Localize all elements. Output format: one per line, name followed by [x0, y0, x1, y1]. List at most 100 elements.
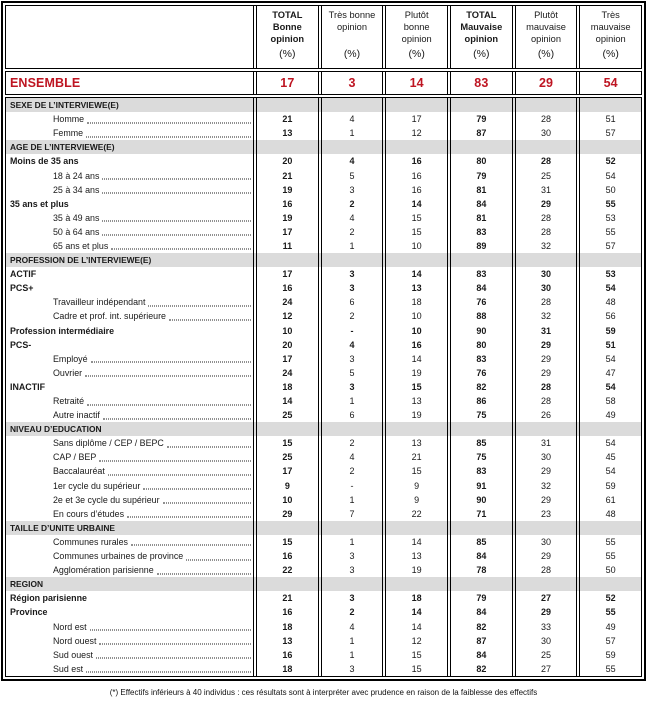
value-cell: 13 [385, 436, 448, 451]
ensemble-value-cell: 3 [320, 72, 384, 94]
data-row: Retraité 14 1 13 86 28 58 [5, 393, 642, 409]
value-cell: 17 [256, 267, 319, 282]
value-cell: 55 [579, 196, 642, 211]
value-cell: 29 [514, 196, 578, 211]
value-cell: 19 [385, 408, 448, 423]
row-label-cell: Travailleur indépendant [5, 295, 254, 310]
value-cell: 14 [385, 196, 448, 211]
value-cell: 29 [514, 605, 578, 620]
value-cell: 55 [579, 224, 642, 239]
value-cell: 18 [256, 661, 319, 676]
value-cell: 6 [320, 295, 384, 310]
value-cell: 18 [256, 379, 319, 394]
value-cell: 15 [385, 464, 448, 479]
value-cell: 4 [320, 112, 384, 127]
value-cell: 76 [450, 295, 513, 310]
row-label-cell: 2e et 3e cycle du supérieur [5, 492, 254, 507]
row-label: Retraité [53, 396, 85, 407]
value-cell: 3 [320, 351, 384, 366]
value-cell: 54 [579, 168, 642, 183]
dotted-leader [156, 573, 251, 575]
row-label: Agglomération parisienne [53, 565, 154, 576]
column-header-cell: TOTAL Bonne opinion (%) [256, 6, 319, 68]
value-cell: 91 [450, 478, 513, 493]
value-cell: 28 [514, 393, 578, 409]
value-cell: 19 [256, 182, 319, 197]
value-cell [579, 422, 642, 437]
row-label: Sans diplôme / CEP / BEPC [53, 438, 164, 449]
data-row: Travailleur indépendant 24 6 18 76 28 48 [5, 295, 642, 310]
row-label: PCS+ [10, 283, 34, 294]
value-cell: 17 [385, 112, 448, 127]
value-cell: 31 [514, 182, 578, 197]
data-row: ACTIF 17 3 14 83 30 53 [5, 267, 642, 282]
value-cell: 30 [514, 633, 578, 648]
value-cell: 12 [385, 126, 448, 141]
value-cell: 87 [450, 126, 513, 141]
table-body-band: SEXE DE L’INTERVIEWE(E) Homme 21 4 17 79 28 51 F… [5, 97, 642, 677]
value-cell: 14 [256, 393, 319, 409]
data-row: Sud ouest 16 1 15 84 25 59 [5, 647, 642, 662]
ensemble-value: 54 [603, 76, 618, 90]
value-cell: 21 [256, 112, 319, 127]
row-label-cell: 18 à 24 ans [5, 168, 254, 183]
ensemble-label-cell: ENSEMBLE [5, 72, 254, 94]
value-cell [256, 520, 319, 535]
row-label-cell: Nord est [5, 619, 254, 634]
value-cell: 2 [320, 464, 384, 479]
value-cell [385, 520, 448, 535]
value-cell: 84 [450, 605, 513, 620]
column-title: Plutôt bonne opinion [401, 10, 432, 45]
value-cell: 84 [450, 647, 513, 662]
value-cell: 3 [320, 379, 384, 394]
value-cell: 50 [579, 182, 642, 197]
data-row: Femme 13 1 12 87 30 57 [5, 126, 642, 141]
column-header-cell: Très bonne opinion (%) [320, 6, 384, 68]
column-header-cell: TOTAL Mauvaise opinion (%) [450, 6, 513, 68]
row-label-cell: Homme [5, 112, 254, 127]
value-cell [514, 577, 578, 592]
ensemble-value: 17 [280, 76, 295, 90]
value-cell: 52 [579, 591, 642, 606]
section-row: AGE DE L’INTERVIEWE(E) [5, 140, 642, 155]
data-row: 35 à 49 ans 19 4 15 81 28 53 [5, 210, 642, 225]
row-label-cell: Région parisienne [5, 591, 254, 606]
value-cell: 6 [320, 408, 384, 423]
row-label-cell: Agglomération parisienne [5, 563, 254, 578]
value-cell: 83 [450, 464, 513, 479]
value-cell [579, 577, 642, 592]
value-cell: 55 [579, 534, 642, 549]
ensemble-row: ENSEMBLE 17 3 14 83 29 54 [5, 72, 642, 94]
value-cell: 2 [320, 436, 384, 451]
row-label: NIVEAU D’EDUCATION [10, 424, 102, 435]
value-cell: 29 [514, 337, 578, 352]
row-label: Travailleur indépendant [53, 297, 146, 308]
column-title: Très mauvaise opinion [590, 10, 631, 45]
row-label: Moins de 35 ans [10, 156, 79, 167]
row-label: Communes rurales [53, 536, 128, 547]
value-cell: 16 [256, 281, 319, 296]
row-label-cell: REGION [5, 577, 254, 592]
value-cell: 15 [385, 224, 448, 239]
value-cell: 21 [256, 591, 319, 606]
data-row: 25 à 34 ans 19 3 16 81 31 50 [5, 182, 642, 197]
row-label-cell: PCS+ [5, 281, 254, 296]
value-cell: 10 [385, 323, 448, 338]
value-cell [385, 98, 448, 113]
data-row: Autre inactif 25 6 19 75 26 49 [5, 408, 642, 423]
header-label-cell [5, 6, 254, 68]
value-cell: 2 [320, 196, 384, 211]
ensemble-band: ENSEMBLE 17 3 14 83 29 54 [5, 71, 642, 95]
value-cell: 17 [256, 224, 319, 239]
column-title: Plutôt mauvaise opinion [526, 10, 566, 45]
value-cell: 54 [579, 379, 642, 394]
column-unit: (%) [408, 48, 425, 60]
value-cell: 15 [385, 647, 448, 662]
value-cell: 21 [256, 168, 319, 183]
value-cell: 17 [256, 464, 319, 479]
ensemble-value-cell: 17 [256, 72, 319, 94]
row-label: Employé [53, 353, 88, 364]
value-cell [514, 253, 578, 268]
dotted-leader [86, 136, 251, 138]
row-label: AGE DE L’INTERVIEWE(E) [10, 142, 115, 153]
